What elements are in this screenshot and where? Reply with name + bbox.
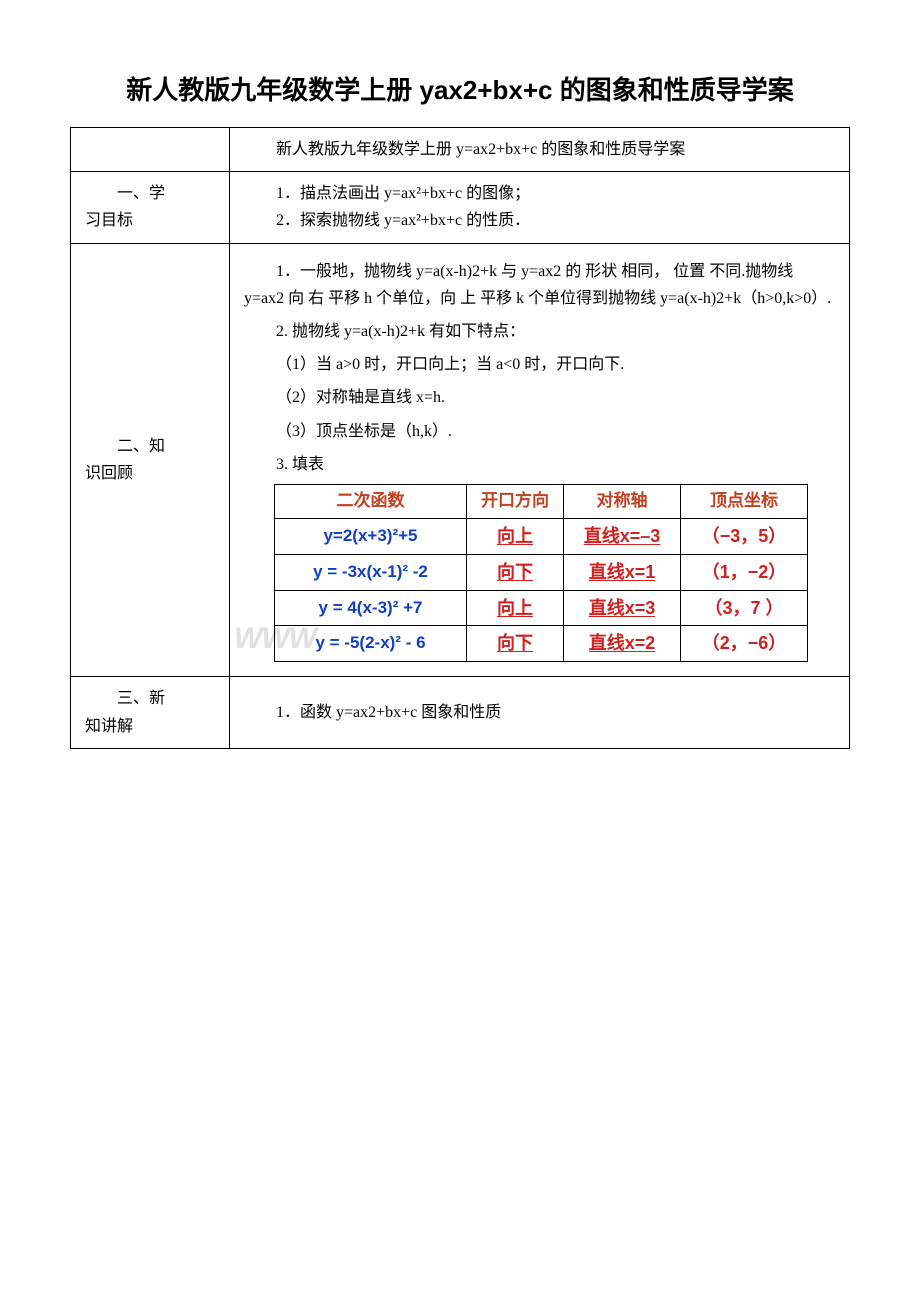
row3-head-line1: 三、新 <box>85 685 215 712</box>
row1-content: 1．描点法画出 y=ax²+bx+c 的图像； 2．探索抛物线 y=ax²+bx… <box>230 172 850 243</box>
row2-p3: （1）当 a>0 时，开口向上；当 a<0 时，开口向下. <box>244 351 835 378</box>
row1-line1: 1．描点法画出 y=ax²+bx+c 的图像； <box>244 180 835 207</box>
row2-heading: 二、知 识回顾 <box>71 243 230 677</box>
inner-r2-dir: 向上 <box>497 598 533 618</box>
inner-r1-func: y = -3x(x-1)² -2 <box>313 562 428 581</box>
lesson-table: 新人教版九年级数学上册 y=ax2+bx+c 的图象和性质导学案 一、学 习目标… <box>70 127 850 749</box>
inner-th-axis: 对称轴 <box>597 491 648 510</box>
inner-r3-axis: 直线x=2 <box>589 633 656 653</box>
inner-r1-dir: 向下 <box>497 562 533 582</box>
inner-r0-func: y=2(x+3)²+5 <box>323 526 417 545</box>
inner-r0-vert: （−3，5） <box>702 526 787 546</box>
inner-th-vert: 顶点坐标 <box>710 491 778 510</box>
row2-head-line1: 二、知 <box>85 433 215 460</box>
inner-r2-vert: （3，7 ） <box>704 598 783 618</box>
inner-th-func: 二次函数 <box>337 491 405 510</box>
inner-r3-dir: 向下 <box>497 633 533 653</box>
row3-head-line2: 知讲解 <box>85 718 133 735</box>
inner-r0-axis: 直线x=–3 <box>584 526 661 546</box>
page-title: 新人教版九年级数学上册 yax2+bx+c 的图象和性质导学案 <box>70 70 850 107</box>
row1-head-line1: 一、学 <box>85 180 215 207</box>
row0-text: 新人教版九年级数学上册 y=ax2+bx+c 的图象和性质导学案 <box>244 136 835 163</box>
row1-line2: 2．探索抛物线 y=ax²+bx+c 的性质． <box>244 207 835 234</box>
row1-head-line2: 习目标 <box>85 212 133 229</box>
inner-r2-axis: 直线x=3 <box>589 598 656 618</box>
row3-text: 1．函数 y=ax2+bx+c 图象和性质 <box>244 699 835 726</box>
inner-r0-dir: 向上 <box>497 526 533 546</box>
row2-p1: 1．一般地，抛物线 y=a(x-h)2+k 与 y=ax2 的 形状 相同， 位… <box>244 258 835 312</box>
row2-p6: 3. 填表 <box>244 451 835 478</box>
row2-p2: 2. 抛物线 y=a(x-h)2+k 有如下特点： <box>244 318 835 345</box>
row2-content: 1．一般地，抛物线 y=a(x-h)2+k 与 y=ax2 的 形状 相同， 位… <box>230 243 850 677</box>
row2-p5: （3）顶点坐标是（h,k）. <box>244 418 835 445</box>
row0-content: 新人教版九年级数学上册 y=ax2+bx+c 的图象和性质导学案 <box>230 128 850 172</box>
inner-r1-vert: （1，−2） <box>702 562 787 582</box>
row0-left-empty <box>71 128 230 172</box>
inner-r1-axis: 直线x=1 <box>589 562 656 582</box>
row1-heading: 一、学 习目标 <box>71 172 230 243</box>
inner-table: 二次函数 开口方向 对称轴 顶点坐标 y=2(x+3)²+5 向上 直线x=–3… <box>274 484 808 662</box>
row3-heading: 三、新 知讲解 <box>71 677 230 748</box>
row2-head-line2: 识回顾 <box>85 465 133 482</box>
row2-p4: （2）对称轴是直线 x=h. <box>244 384 835 411</box>
watermark-wrap: WWW 二次函数 开口方向 对称轴 顶点坐标 y=2(x+3)²+5 向上 直线… <box>244 484 835 662</box>
inner-th-dir: 开口方向 <box>481 491 549 510</box>
row3-content: 1．函数 y=ax2+bx+c 图象和性质 <box>230 677 850 748</box>
inner-r3-func: y = -5(2-x)² - 6 <box>315 633 425 652</box>
inner-r3-vert: （2，−6） <box>702 633 787 653</box>
inner-r2-func: y = 4(x-3)² +7 <box>319 598 423 617</box>
